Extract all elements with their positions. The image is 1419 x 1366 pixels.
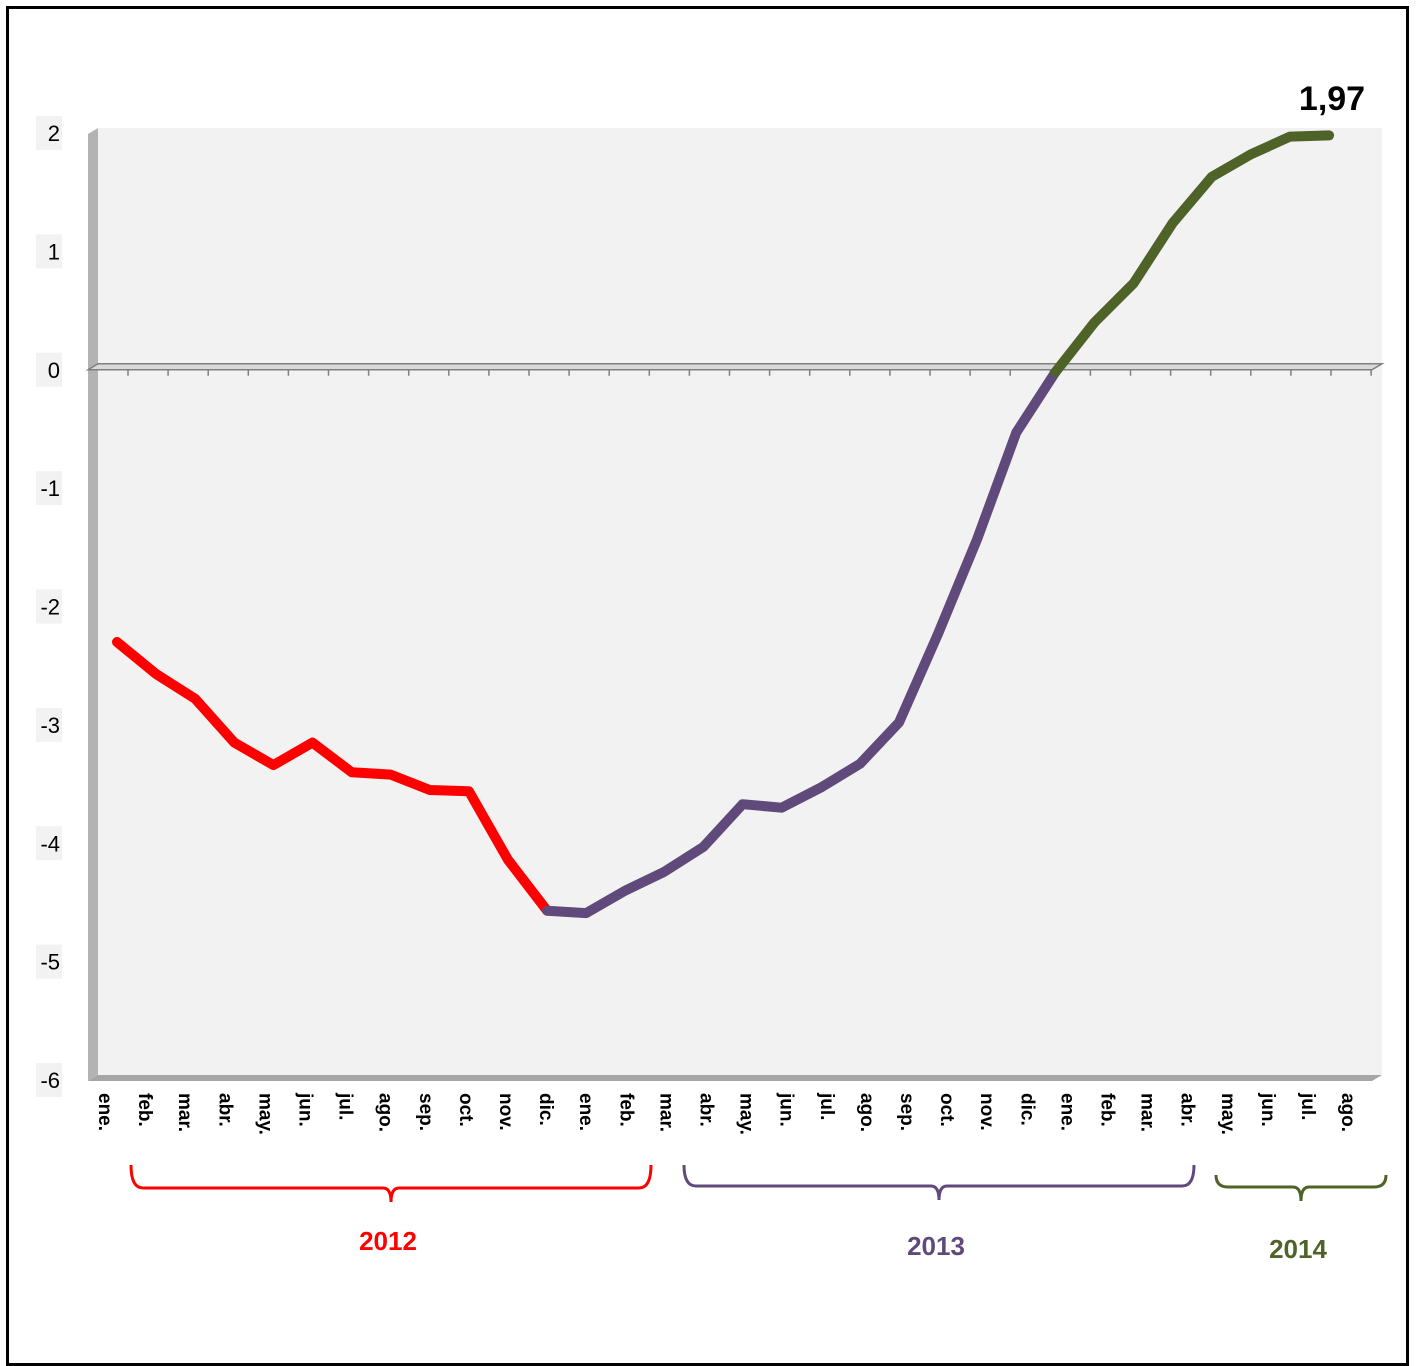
- x-tick-label: may.: [1217, 1093, 1238, 1135]
- plot-floor: [88, 1075, 1382, 1081]
- y-tick-label-bg: [36, 1063, 62, 1097]
- y-tick-label: 0: [48, 358, 60, 383]
- x-tick-label: dic.: [535, 1093, 556, 1126]
- year-label-2013: 2013: [907, 1231, 965, 1261]
- y-tick-label-bg: [36, 234, 62, 269]
- brace-2014: [1214, 1174, 1388, 1202]
- x-tick-label: ago.: [1337, 1093, 1358, 1132]
- series-segment-2014: [1050, 130, 1335, 378]
- x-tick-label: oct.: [455, 1093, 476, 1127]
- x-tick-label: jul.: [816, 1092, 837, 1120]
- x-tick-label: ago.: [375, 1093, 396, 1132]
- year-label-2012: 2012: [359, 1226, 417, 1256]
- series-segment-2013: [542, 367, 1061, 919]
- series-line: [112, 130, 1335, 919]
- y-tick-label-bg: [36, 589, 62, 624]
- year-braces: 2012 2013 2014: [129, 1164, 1388, 1264]
- x-tick-label: mar.: [1137, 1093, 1158, 1132]
- x-tick-label: nov.: [495, 1093, 516, 1131]
- x-tick-label: sep.: [896, 1093, 917, 1131]
- brace-2013: [682, 1164, 1196, 1201]
- x-tick-label: jun.: [1257, 1092, 1278, 1127]
- year-label-2014: 2014: [1269, 1234, 1327, 1264]
- x-tick-label: may.: [254, 1093, 275, 1135]
- y-tick-label: 1: [48, 239, 60, 264]
- x-tick-label: mar.: [655, 1093, 676, 1132]
- y-tick-label-bg: [36, 826, 62, 861]
- last-value-annotation: 1,97: [1299, 80, 1365, 118]
- brace-2012: [129, 1164, 653, 1203]
- x-tick-label: ago.: [856, 1093, 877, 1132]
- y-tick-label-bg: [36, 471, 62, 506]
- x-tick-label: sep.: [415, 1093, 436, 1131]
- x-tick-label: feb.: [134, 1093, 155, 1127]
- x-tick-label: nov.: [976, 1093, 997, 1131]
- y-tick-label: -2: [40, 595, 60, 620]
- x-tick-label: feb.: [615, 1093, 636, 1127]
- y-tick-label-bg: [36, 707, 62, 742]
- series-segment-2012: [112, 637, 553, 916]
- y-tick-label-bg: [36, 352, 62, 387]
- y-tick-label-bg: [36, 944, 62, 979]
- x-tick-label: may.: [736, 1093, 757, 1135]
- x-tick-label: abr.: [1177, 1093, 1198, 1127]
- x-tick-label: feb.: [1097, 1093, 1118, 1127]
- plot-left-wall: [88, 128, 98, 1081]
- y-tick-label-bg: [36, 116, 62, 150]
- y-axis: 2 1 0 -1 -2 -3 -4 -5 -6: [36, 116, 62, 1097]
- y-tick-label: -5: [40, 950, 60, 975]
- x-tick-label: mar.: [174, 1093, 195, 1132]
- y-tick-label: -4: [40, 831, 60, 856]
- x-tick-label: abr.: [696, 1093, 717, 1127]
- x-tick-label: dic.: [1016, 1093, 1037, 1126]
- plot-background: [98, 128, 1382, 1075]
- x-tick-label: abr.: [214, 1093, 235, 1127]
- x-tick-label: jun.: [776, 1092, 797, 1127]
- x-tick-label: jul.: [1297, 1092, 1318, 1120]
- x-tick-label: ene.: [94, 1093, 115, 1131]
- zero-axis-line: [85, 363, 1385, 371]
- x-tick-label: jun.: [295, 1092, 316, 1127]
- y-tick-label: -6: [40, 1068, 60, 1093]
- y-tick-label: 2: [48, 121, 60, 146]
- x-tick-label: ene.: [575, 1093, 596, 1131]
- y-tick-label: -1: [40, 476, 60, 501]
- x-tick-label: jul.: [335, 1092, 356, 1120]
- plot-area: [88, 128, 1382, 1081]
- x-tick-label: oct.: [936, 1093, 957, 1127]
- y-tick-label: -3: [40, 713, 60, 738]
- x-tick-label: ene.: [1056, 1093, 1077, 1131]
